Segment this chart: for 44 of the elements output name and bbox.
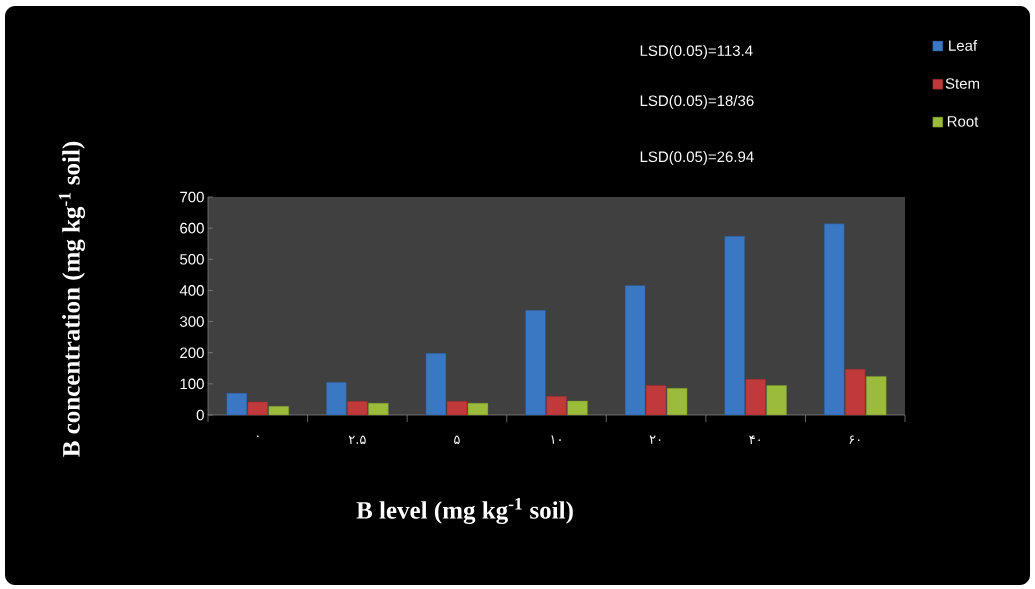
bar [226, 393, 247, 416]
bar [446, 401, 468, 416]
y-tick-label: 200 [180, 347, 204, 359]
bar [368, 402, 389, 416]
y-tick-label: 400 [179, 285, 204, 296]
bar [268, 406, 289, 416]
bar [467, 402, 489, 416]
bar [624, 285, 646, 416]
text: LSD(0.05)=18/36 [640, 95, 754, 109]
y-tick-label: 100 [180, 378, 204, 390]
bar [326, 382, 347, 416]
x-tick-label: ۶۰ [849, 435, 860, 444]
legend-label: Stem [945, 78, 980, 89]
bar [546, 396, 567, 416]
x-tick-label: ۰ [257, 435, 259, 438]
bar [645, 385, 667, 416]
y-axis-title: B concentration (mg kg$^{-1}$ soil) [58, 141, 86, 457]
x-axis-title: B level (mg kg$^{-1}$ soil) [356, 497, 573, 525]
bar [745, 378, 766, 416]
bar [247, 401, 268, 416]
legend-label: Root [947, 116, 979, 127]
x-tick-label: ۲۰ [649, 435, 661, 444]
bar [824, 223, 845, 416]
text: LSD(0.05)=113.4 [640, 45, 753, 59]
y-tick-label: 600 [180, 222, 204, 234]
text: LSD(0.05)=26.94 [640, 151, 754, 165]
legend-label: Leaf [949, 39, 978, 51]
bar [567, 400, 588, 416]
y-tick-label: 700 [180, 191, 204, 203]
bar [724, 236, 745, 416]
y-tick-label: 500 [180, 253, 204, 265]
x-tick-label: ۵ [454, 435, 460, 444]
bar [666, 388, 688, 416]
y-tick-label: 300 [180, 316, 204, 327]
bar [347, 401, 368, 416]
x-tick-label: ۴۰ [749, 435, 760, 444]
x-tick-label: ۱۰ [551, 435, 561, 444]
bar [766, 385, 787, 416]
x-tick-label: ۲.۵ [348, 435, 366, 444]
bar [525, 310, 546, 416]
y-tick-label: 0 [196, 409, 204, 421]
bar [425, 353, 447, 416]
bar [845, 369, 866, 416]
bar [866, 376, 887, 416]
